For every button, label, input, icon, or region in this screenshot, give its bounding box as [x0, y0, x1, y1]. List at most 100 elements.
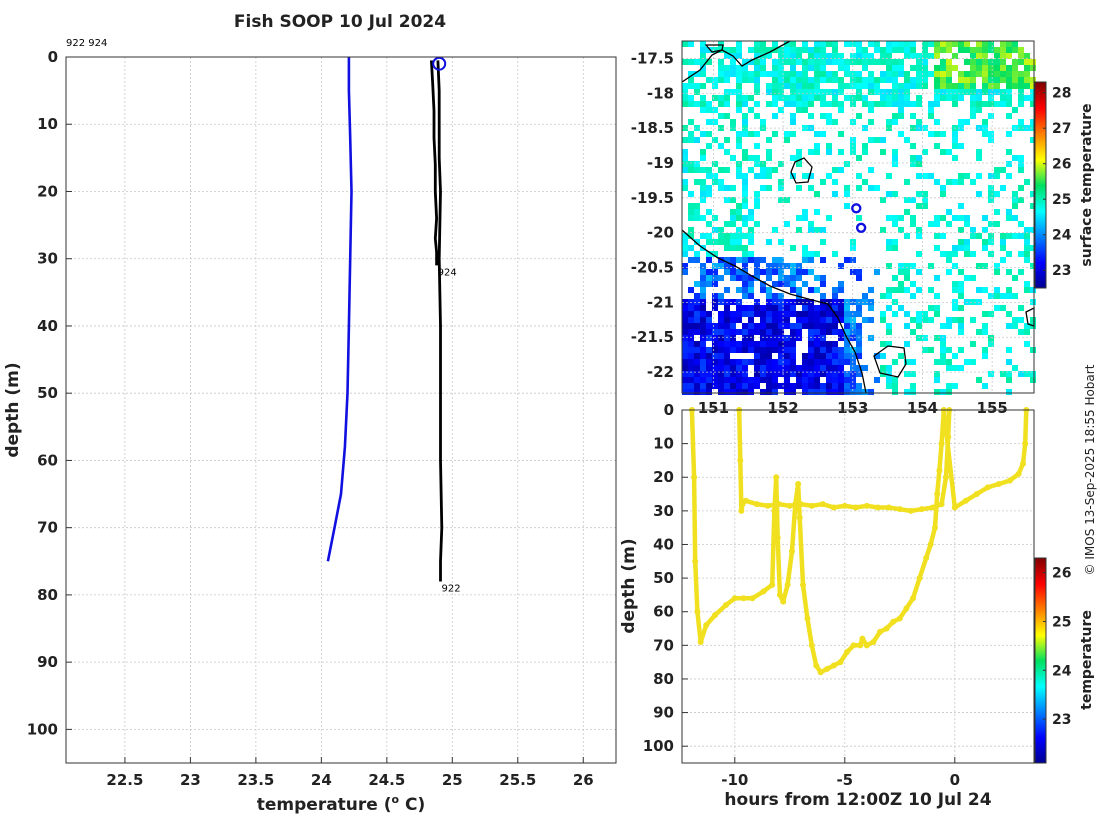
sst-cell	[838, 347, 844, 353]
sst-cell	[1000, 371, 1006, 377]
sst-cell	[718, 353, 724, 359]
sst-cell	[892, 89, 898, 95]
sst-cell	[736, 311, 742, 317]
sst-cell	[724, 167, 730, 173]
sst-cell	[850, 317, 856, 323]
sst-cell	[868, 83, 874, 89]
profile-ytick-label: 50	[37, 384, 58, 402]
sst-cell	[982, 41, 988, 47]
sst-cell	[958, 125, 964, 131]
sst-cell	[754, 59, 760, 65]
sst-cell	[1006, 65, 1012, 71]
track-point	[1006, 477, 1013, 484]
sst-cell	[766, 335, 772, 341]
sst-cell	[778, 335, 784, 341]
sst-cell	[988, 293, 994, 299]
sst-cell	[892, 383, 898, 389]
sst-cell	[814, 323, 820, 329]
sst-cell	[760, 341, 766, 347]
sst-cell	[772, 383, 778, 389]
sst-cell	[1000, 59, 1006, 65]
profile-xtick-label: 24	[311, 771, 332, 789]
sst-cell	[976, 149, 982, 155]
sst-cell	[892, 101, 898, 107]
colorbar-step	[1035, 559, 1046, 561]
sst-cell	[706, 59, 712, 65]
colorbar-step	[1035, 199, 1046, 201]
sst-cell	[832, 389, 838, 395]
sst-cell	[874, 83, 880, 89]
sst-cell	[748, 215, 754, 221]
sst-cell	[688, 359, 694, 365]
colorbar-step	[1035, 714, 1046, 716]
sst-cell	[952, 383, 958, 389]
sst-cell	[868, 137, 874, 143]
sst-cell	[730, 347, 736, 353]
sst-cell	[742, 383, 748, 389]
sst-cell	[748, 131, 754, 137]
sst-cell	[736, 173, 742, 179]
colorbar-step	[1035, 134, 1046, 136]
sst-cell	[988, 221, 994, 227]
sst-cell	[724, 365, 730, 371]
sst-cell	[832, 347, 838, 353]
sst-cell	[712, 161, 718, 167]
sst-cell	[1030, 203, 1036, 209]
sst-cell	[952, 365, 958, 371]
sst-cell	[898, 113, 904, 119]
colorbar-step	[1035, 664, 1046, 666]
sst-cell	[850, 377, 856, 383]
sst-cell	[754, 83, 760, 89]
colorbar-step	[1035, 115, 1046, 117]
sst-cell	[892, 287, 898, 293]
sst-cell	[688, 311, 694, 317]
sst-cell	[934, 221, 940, 227]
sst-cell	[862, 101, 868, 107]
sst-cell	[826, 101, 832, 107]
sst-cell	[718, 167, 724, 173]
colorbar-step	[1035, 173, 1046, 175]
sst-cell	[880, 77, 886, 83]
colorbar-step	[1035, 623, 1046, 625]
sst-cell	[760, 329, 766, 335]
sst-cell	[694, 125, 700, 131]
sst-cell	[940, 59, 946, 65]
colorbar-step	[1035, 728, 1046, 730]
sst-cell	[856, 323, 862, 329]
sst-cell	[694, 353, 700, 359]
profile-xtick-label: 24.5	[368, 771, 405, 789]
sst-cell	[910, 317, 916, 323]
sst-cell	[742, 323, 748, 329]
sst-cell	[874, 77, 880, 83]
sst-cell	[856, 173, 862, 179]
colorbar-step	[1035, 147, 1046, 149]
sst-cell	[778, 107, 784, 113]
sst-cell	[796, 107, 802, 113]
depth-time-ytick-label: 30	[653, 502, 674, 520]
sst-cell	[688, 209, 694, 215]
sst-cell	[916, 203, 922, 209]
sst-cell	[826, 311, 832, 317]
island-south	[873, 345, 907, 378]
sst-cell	[832, 371, 838, 377]
sst-cell	[772, 263, 778, 269]
sst-cell	[682, 251, 688, 257]
colorbar-step	[1035, 211, 1046, 213]
sst-cell	[766, 47, 772, 53]
sst-cell	[712, 383, 718, 389]
colorbar-step	[1035, 722, 1046, 724]
sst-cell	[934, 275, 940, 281]
sst-cell	[814, 347, 820, 353]
sst-cell	[886, 65, 892, 71]
sst-cell	[706, 329, 712, 335]
depth-time-ytick-label: 100	[643, 737, 674, 755]
sst-cell	[1012, 191, 1018, 197]
sst-cell	[838, 131, 844, 137]
sst-cell	[742, 101, 748, 107]
sst-cell	[874, 89, 880, 95]
sst-cell	[754, 269, 760, 275]
sst-cell	[958, 41, 964, 47]
sst-cell	[718, 239, 724, 245]
profile-line-profile-924	[430, 60, 439, 266]
sst-cell	[838, 281, 844, 287]
